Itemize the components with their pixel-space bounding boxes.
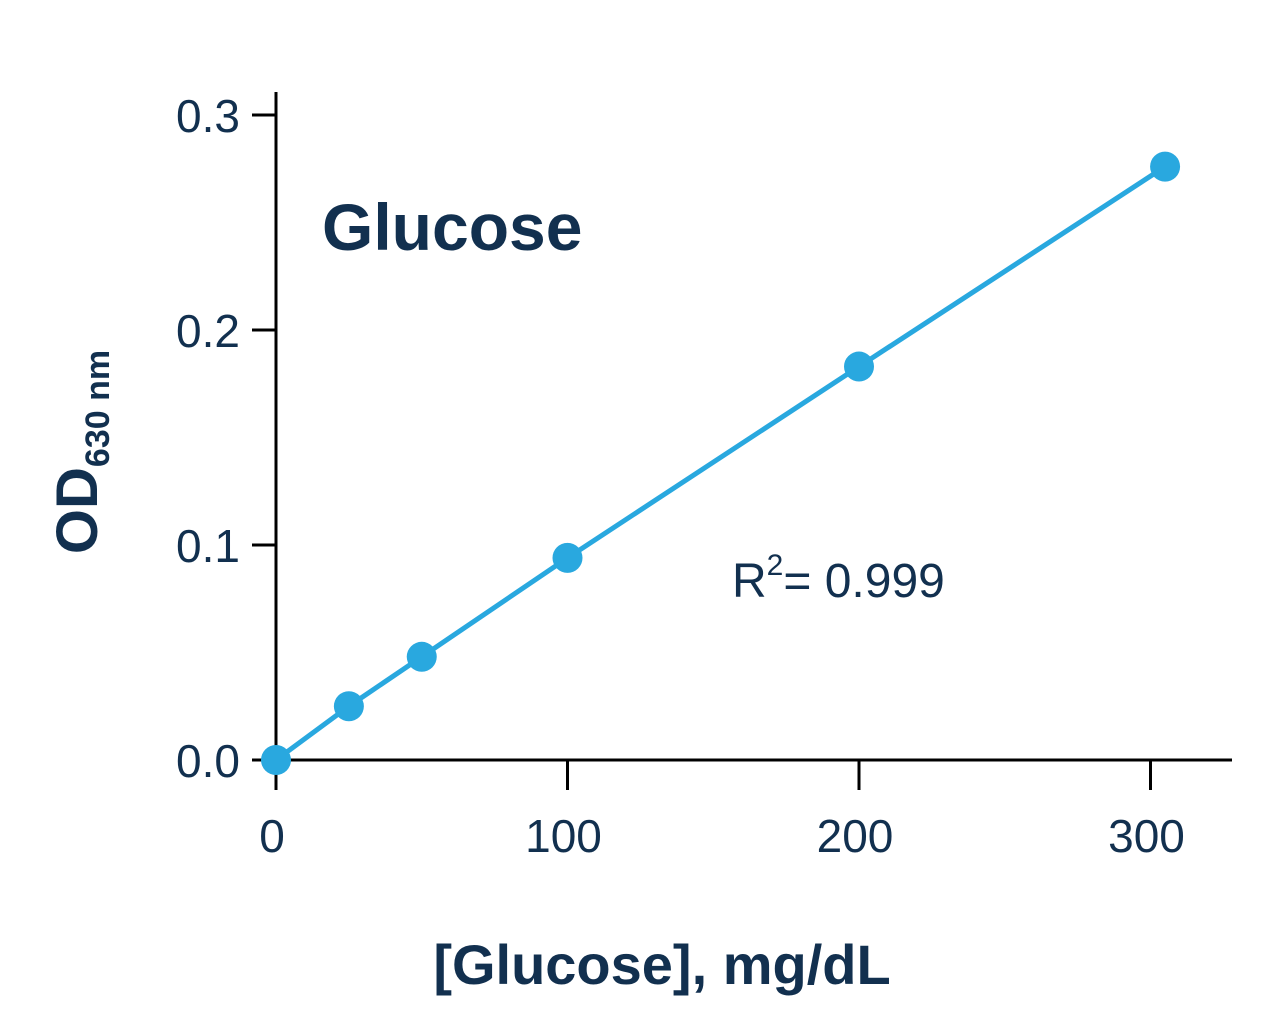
data-point xyxy=(333,691,364,722)
x-tick-label: 100 xyxy=(525,810,602,862)
series-layer xyxy=(261,151,1181,775)
data-point xyxy=(406,641,437,672)
x-axis-title: [Glucose], mg/dL xyxy=(433,933,890,996)
chart-title: Glucose xyxy=(322,190,582,264)
y-tick-label: 0.3 xyxy=(176,90,240,142)
y-axis-title: OD630 nm xyxy=(45,350,117,554)
x-tick-label: 300 xyxy=(1108,810,1185,862)
y-axis-title-subscript: 630 nm xyxy=(79,350,117,467)
data-point xyxy=(552,542,583,573)
y-tick-label: 0.0 xyxy=(176,735,240,787)
series-line xyxy=(273,164,1168,763)
r-squared-annotation: R2= 0.999 xyxy=(732,549,945,608)
y-axis-title-main: OD xyxy=(45,467,110,554)
x-tick-label: 200 xyxy=(817,810,894,862)
r-squared-prefix: R xyxy=(732,555,767,608)
y-tick-label: 0.2 xyxy=(176,305,240,357)
y-ticks: 0.0 0.1 0.2 0.3 xyxy=(176,90,276,787)
y-tick-label: 0.1 xyxy=(176,520,240,572)
data-point xyxy=(844,351,874,382)
r-squared-value: = 0.999 xyxy=(783,555,944,608)
data-point xyxy=(1150,151,1181,182)
x-tick-label: 0 xyxy=(259,810,285,862)
r-squared-superscript: 2 xyxy=(767,549,784,582)
x-ticks: 0 100 200 300 xyxy=(259,760,1185,862)
data-point xyxy=(261,745,291,775)
axes xyxy=(252,92,1232,762)
